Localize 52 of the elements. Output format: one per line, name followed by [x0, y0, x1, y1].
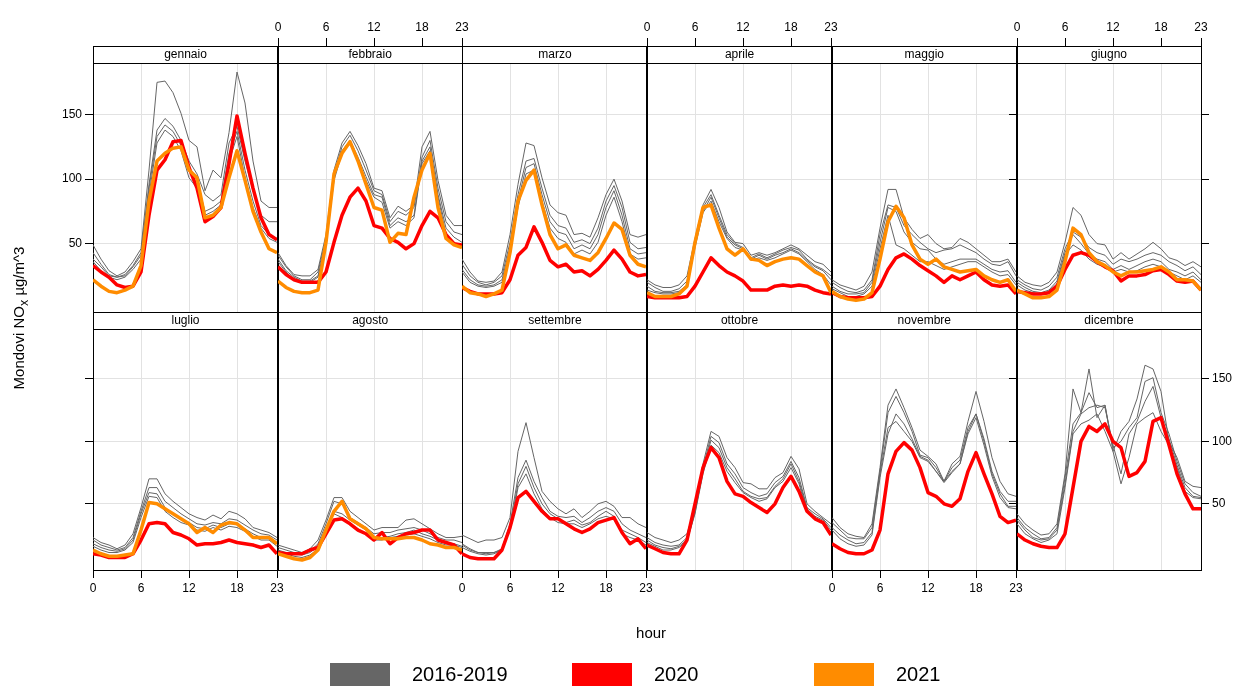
chart-title: agosto [277, 312, 463, 330]
x-tick-label: 6 [507, 580, 515, 595]
chart-title: dicembre [1016, 312, 1202, 330]
x-tick-label: 23 [270, 580, 284, 595]
x2-tick-label: 18 [1153, 20, 1168, 35]
x2-tick-label: 12 [1105, 20, 1120, 35]
x-tick-label: 23 [639, 580, 654, 595]
legend-label: 2016-2019 [412, 663, 509, 686]
chart-title: novembre [831, 312, 1017, 330]
x2-tick-label: 23 [824, 20, 839, 35]
x2-tick-label: 12 [736, 20, 751, 35]
chart-title: ottobre [647, 312, 833, 330]
y-tick-label: 150 [61, 106, 83, 121]
y-tick-label: 100 [61, 171, 83, 186]
chart-title: settembre [462, 312, 648, 330]
y-tick-label: 150 [1211, 371, 1232, 386]
x2-tick-label: 12 [367, 20, 381, 35]
x-tick-label: 18 [969, 580, 983, 595]
y-tick-label: 50 [68, 235, 83, 250]
x-tick-label: 23 [1009, 580, 1023, 595]
x-tick-label: 18 [599, 580, 614, 595]
chart-title: marzo [462, 46, 648, 64]
x2-tick-label: 23 [1193, 20, 1208, 35]
x2-tick-label: 6 [1061, 20, 1069, 35]
x2-tick-label: 0 [643, 20, 651, 35]
x-tick-label: 0 [89, 580, 97, 595]
x-tick-label: 0 [828, 580, 836, 595]
x2-tick-label: 23 [455, 20, 469, 35]
x2-tick-label: 18 [784, 20, 799, 35]
x-tick-label: 12 [921, 580, 935, 595]
x2-tick-label: 0 [274, 20, 282, 35]
x-tick-label: 18 [230, 580, 244, 595]
x-tick-label: 6 [137, 580, 145, 595]
chart-title: maggio [831, 46, 1017, 64]
chart-title: luglio [93, 312, 278, 330]
chart-title: gennaio [93, 46, 278, 64]
x-tick-label: 6 [876, 580, 884, 595]
y-tick-label: 100 [1211, 433, 1232, 448]
x2-tick-label: 18 [415, 20, 429, 35]
legend-label: 2020 [654, 663, 700, 686]
chart-title: febbraio [277, 46, 463, 64]
x2-tick-label: 0 [1013, 20, 1021, 35]
y-tick-label: 50 [1211, 496, 1226, 511]
x2-tick-label: 6 [691, 20, 699, 35]
x2-tick-label: 6 [322, 20, 330, 35]
x-axis-title: hour [636, 623, 667, 641]
chart-title: giugno [1016, 46, 1202, 64]
x-tick-label: 12 [551, 580, 566, 595]
legend-label: 2021 [896, 663, 942, 686]
chart-title: aprile [647, 46, 833, 64]
x-tick-label: 0 [459, 580, 467, 595]
x-tick-label: 12 [182, 580, 196, 595]
